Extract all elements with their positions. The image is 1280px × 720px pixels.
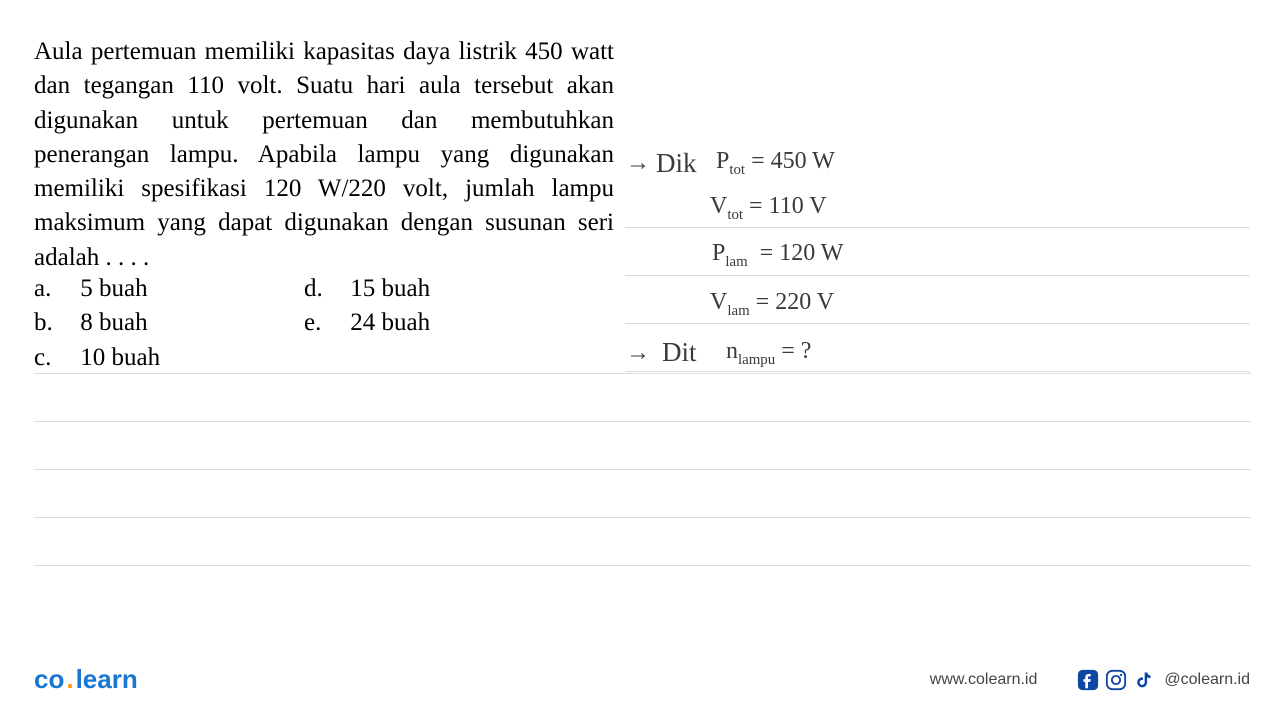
hand-line3-var: P — [712, 240, 725, 266]
facebook-icon — [1077, 669, 1099, 691]
option-text-c: 10 buah — [80, 341, 160, 375]
footer: co.learn www.colearn.id @colearn.id — [34, 664, 1250, 695]
option-text-d: 15 buah — [350, 272, 430, 306]
option-d: d. 15 buah — [304, 272, 430, 306]
ruled-lines-full — [34, 373, 1251, 566]
hand-line2: Vtot = 110 V — [710, 193, 827, 224]
hand-line4-var: V — [710, 289, 727, 315]
hand-line1-eq: = 450 W — [751, 148, 835, 174]
option-letter-b: b. — [34, 306, 74, 340]
social-handle: @colearn.id — [1164, 671, 1250, 689]
hand-line4-eq: = 220 V — [756, 289, 834, 315]
hand-line2-sub: tot — [727, 207, 743, 223]
hand-line1-sub: tot — [729, 162, 745, 178]
option-e: e. 24 buah — [304, 306, 430, 340]
hand-line4: Vlam = 220 V — [710, 289, 834, 320]
hand-line5-eq: = ? — [781, 338, 811, 364]
tiktok-icon — [1133, 669, 1155, 691]
option-letter-d: d. — [304, 272, 344, 306]
hand-line3-eq: = 120 W — [760, 240, 844, 266]
option-letter-e: e. — [304, 306, 344, 340]
hand-arrow-1: → — [626, 150, 650, 177]
hand-line5-var: n — [726, 338, 738, 364]
option-b: b. 8 buah — [34, 306, 160, 340]
hand-dit: Dit — [662, 337, 697, 368]
option-letter-c: c. — [34, 341, 74, 375]
instagram-icon — [1105, 669, 1127, 691]
hand-line3-sub: lam — [725, 254, 747, 270]
hand-dik: Dik — [656, 148, 697, 179]
hand-line2-eq: = 110 V — [749, 193, 827, 219]
option-a: a. 5 buah — [34, 272, 160, 306]
hand-line1: Ptot = 450 W — [716, 148, 835, 179]
hand-line4-sub: lam — [727, 303, 749, 319]
hand-line3: Plam = 120 W — [712, 240, 843, 271]
website-url: www.colearn.id — [930, 671, 1038, 689]
socials: @colearn.id — [1077, 669, 1250, 691]
hand-line2-var: V — [710, 193, 727, 219]
hand-line5: nlampu = ? — [726, 338, 811, 369]
option-letter-a: a. — [34, 272, 74, 306]
option-text-b: 8 buah — [80, 306, 147, 340]
hand-arrow-2: → — [626, 340, 650, 367]
logo-learn: learn — [76, 664, 138, 694]
hand-line1-var: P — [716, 148, 729, 174]
logo-dot: . — [64, 664, 75, 694]
option-text-a: 5 buah — [80, 272, 147, 306]
question-text: Aula pertemuan memiliki kapasitas daya l… — [34, 35, 614, 275]
logo: co.learn — [34, 664, 138, 695]
option-c: c. 10 buah — [34, 341, 160, 375]
hand-line5-sub: lampu — [738, 352, 775, 368]
option-text-e: 24 buah — [350, 306, 430, 340]
logo-co: co — [34, 664, 64, 694]
